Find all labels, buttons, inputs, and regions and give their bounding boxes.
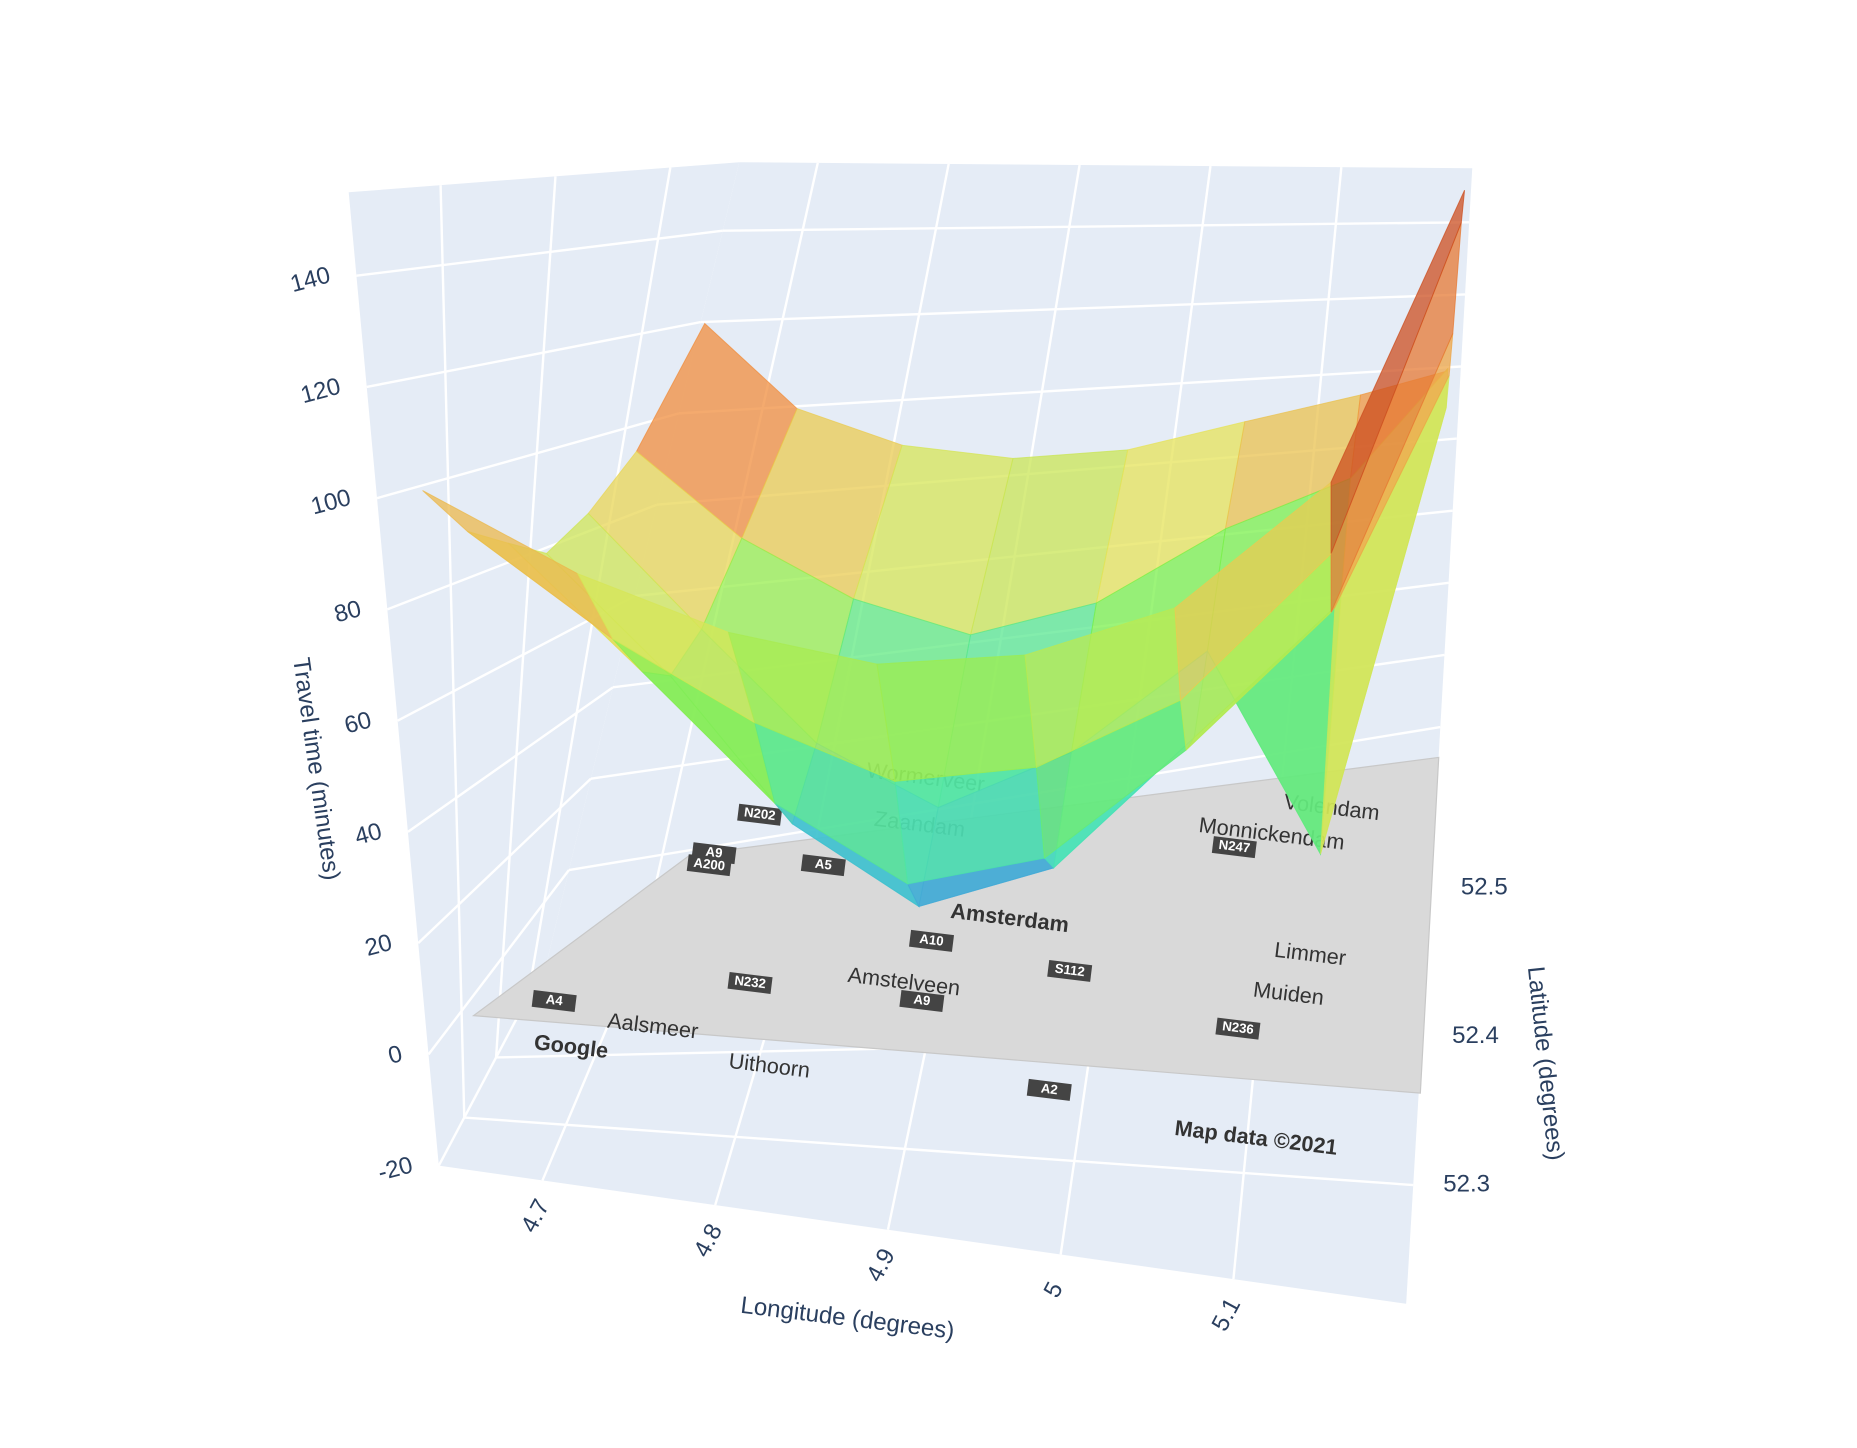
z-tick-label: 120 xyxy=(298,373,344,409)
y-grid-line xyxy=(494,176,557,1058)
x-axis-title: Longitude (degrees) xyxy=(739,1292,956,1345)
road-label: A5 xyxy=(814,856,833,873)
z-grid-line xyxy=(407,686,614,833)
y-tick-label: 52.4 xyxy=(1452,1022,1499,1049)
road-label: A9 xyxy=(705,844,724,861)
z-tick-label: 80 xyxy=(331,595,364,628)
z-grid-line xyxy=(366,320,702,389)
y-tick-label: 52.5 xyxy=(1461,874,1508,901)
road-shield xyxy=(737,803,783,826)
z-grid-line xyxy=(417,777,592,945)
y-grid-line xyxy=(439,185,466,1118)
road-label: A2 xyxy=(1040,1080,1059,1097)
z-grid-line xyxy=(356,229,723,277)
z-tick-label: -20 xyxy=(375,1151,416,1186)
road-label: N236 xyxy=(1221,1018,1254,1037)
z-axis-title: Travel time (minutes) xyxy=(287,656,345,882)
road-label: N202 xyxy=(743,804,776,823)
road-shield xyxy=(1211,836,1257,859)
road-shield xyxy=(909,929,954,952)
road-shield xyxy=(1047,959,1093,982)
x-tick-label: 4.7 xyxy=(516,1195,556,1237)
x-tick-label: 4.9 xyxy=(861,1244,901,1286)
surface-cell xyxy=(1330,190,1466,554)
map-image xyxy=(471,756,1440,1094)
road-shield xyxy=(686,854,732,877)
z-tick-label: 0 xyxy=(385,1040,405,1070)
x-tick-label: 5.1 xyxy=(1207,1294,1247,1336)
road-label: A4 xyxy=(545,992,564,1009)
road-shield xyxy=(899,989,945,1012)
y-tick-label: 52.3 xyxy=(1443,1170,1490,1197)
road-label: A200 xyxy=(693,855,726,874)
y-grid-line xyxy=(464,1116,1414,1187)
z-grid-line xyxy=(722,221,1470,232)
road-shield xyxy=(727,971,773,994)
z-grid-line xyxy=(700,293,1466,324)
road-shield xyxy=(1026,1078,1072,1101)
x-tick-label: 4.8 xyxy=(688,1220,728,1262)
z-tick-label: 60 xyxy=(342,706,375,739)
z-tick-label: 20 xyxy=(362,929,395,962)
z-tick-label: 140 xyxy=(287,262,333,298)
z-grid-line xyxy=(678,365,1461,415)
x-tick-label: 5 xyxy=(1039,1278,1069,1302)
road-label: A10 xyxy=(919,931,945,949)
road-shield xyxy=(800,854,846,877)
z-grid-line xyxy=(376,412,680,500)
surface xyxy=(422,190,1466,908)
y-axis-title: Latitude (degrees) xyxy=(1522,965,1569,1162)
road-label: N247 xyxy=(1218,837,1251,856)
road-label: S112 xyxy=(1054,961,1086,980)
z-tick-label: 100 xyxy=(308,484,354,520)
road-label: N232 xyxy=(734,973,767,992)
surface-cell xyxy=(876,654,1037,782)
road-shield xyxy=(531,989,577,1012)
road-label: A9 xyxy=(913,992,932,1009)
z-tick-label: 40 xyxy=(352,818,385,851)
road-shield xyxy=(1215,1017,1261,1040)
